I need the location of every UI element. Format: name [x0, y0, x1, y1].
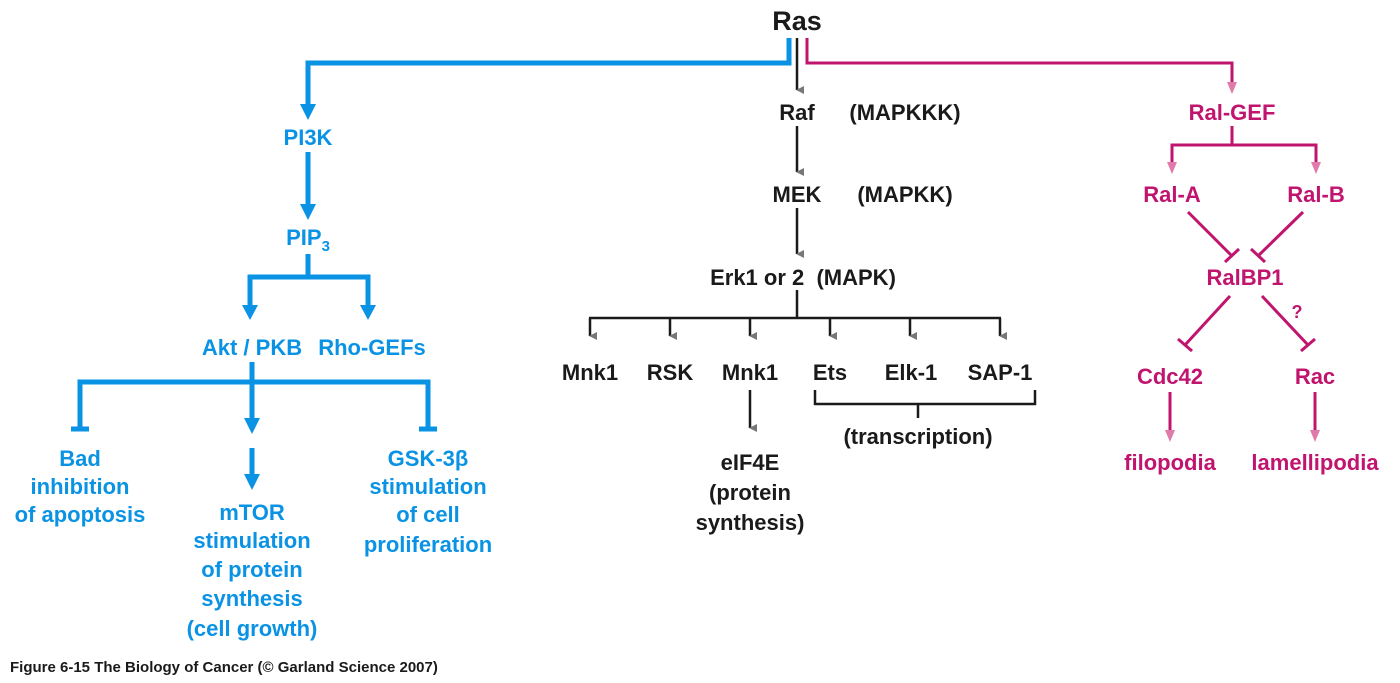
node-pi3k: PI3K: [284, 125, 333, 150]
node-rac: Rac: [1295, 364, 1335, 389]
bad-desc-1: inhibition: [31, 474, 130, 499]
node-cdc42: Cdc42: [1137, 364, 1203, 389]
mtor-desc-1: stimulation: [193, 528, 310, 553]
node-rsk: RSK: [647, 360, 694, 385]
node-mtor: mTOR: [219, 500, 285, 525]
node-mnk1-a: Mnk1: [562, 360, 618, 385]
pi3k-branch-lines: [71, 38, 792, 490]
node-pip3: PIP3: [286, 225, 330, 255]
node-ras: Ras: [772, 6, 822, 36]
node-erk: Erk1 or 2 (MAPK): [710, 265, 896, 290]
node-akt-pkb: Akt / PKB: [202, 335, 302, 360]
node-sap1: SAP-1: [968, 360, 1033, 385]
mtor-desc-4: (cell growth): [187, 616, 318, 641]
label-question: ?: [1292, 302, 1303, 322]
node-mek: MEK: [773, 182, 822, 207]
label-mapkk: (MAPKK): [857, 182, 952, 207]
node-bad: Bad: [59, 446, 101, 471]
node-eif4e: eIF4E: [721, 450, 780, 475]
label-transcription: (transcription): [843, 424, 992, 449]
node-ral-gef: Ral-GEF: [1189, 100, 1276, 125]
eif4e-desc-2: synthesis): [696, 510, 805, 535]
node-filopodia: filopodia: [1124, 450, 1216, 475]
eif4e-desc-1: (protein: [709, 480, 791, 505]
node-raf: Raf: [779, 100, 815, 125]
node-ralbp1: RalBP1: [1206, 265, 1283, 290]
node-rho-gefs: Rho-GEFs: [318, 335, 426, 360]
figure-caption: Figure 6-15 The Biology of Cancer (© Gar…: [10, 659, 438, 676]
node-gsk3b: GSK-3β: [388, 446, 469, 471]
node-ral-b: Ral-B: [1287, 182, 1344, 207]
gsk-desc-1: stimulation: [369, 474, 486, 499]
bad-desc-2: of apoptosis: [15, 502, 146, 527]
mtor-desc-2: of protein: [201, 557, 302, 582]
node-mnk1-b: Mnk1: [722, 360, 778, 385]
node-ral-a: Ral-A: [1143, 182, 1201, 207]
mtor-desc-3: synthesis: [201, 586, 303, 611]
gsk-desc-2: of cell: [396, 502, 460, 527]
pip-subscript: 3: [322, 238, 330, 255]
node-lamellipodia: lamellipodia: [1251, 450, 1379, 475]
ral-branch-lines: [805, 38, 1321, 442]
mapk-branch-lines: [588, 38, 1037, 432]
pip-label: PIP: [286, 225, 321, 250]
node-ets: Ets: [813, 360, 847, 385]
node-elk1: Elk-1: [885, 360, 938, 385]
label-mapkkk: (MAPKKK): [849, 100, 960, 125]
gsk-desc-3: proliferation: [364, 532, 492, 557]
